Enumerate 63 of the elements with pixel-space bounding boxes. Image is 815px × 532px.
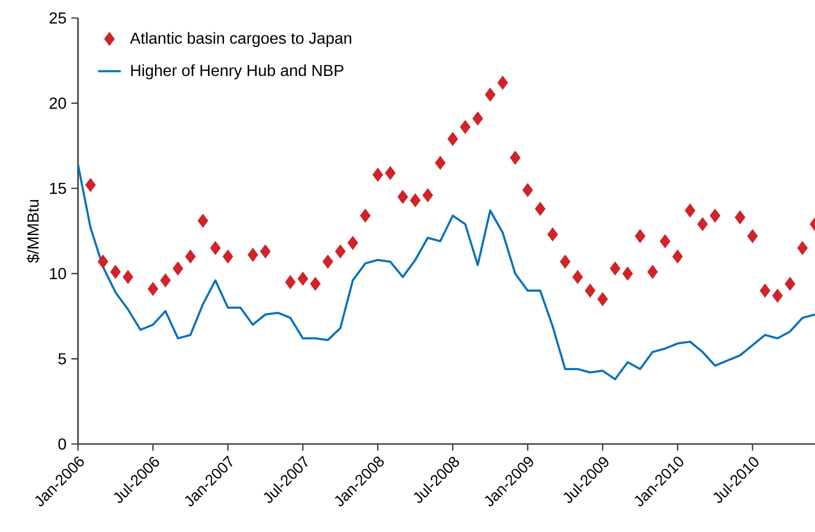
point <box>198 214 208 228</box>
point <box>298 272 308 286</box>
y-tick-label: 5 <box>58 353 66 364</box>
point <box>110 264 121 279</box>
point <box>222 250 234 264</box>
point <box>484 88 496 102</box>
point <box>360 208 371 223</box>
point <box>572 270 583 284</box>
point <box>260 244 271 258</box>
point <box>122 270 134 284</box>
point <box>560 254 570 269</box>
point <box>547 227 558 242</box>
point <box>597 292 608 306</box>
point <box>772 288 783 303</box>
y-tick-label: 10 <box>50 268 66 280</box>
point <box>185 250 196 264</box>
point <box>398 190 408 204</box>
point <box>734 210 746 224</box>
point <box>522 183 533 198</box>
point <box>747 229 758 244</box>
y-tick-label: 15 <box>50 182 66 194</box>
point <box>335 244 346 258</box>
point <box>497 76 508 90</box>
point <box>684 204 696 218</box>
point <box>434 156 446 170</box>
point <box>172 262 184 276</box>
point <box>285 275 296 290</box>
point <box>760 284 770 298</box>
point <box>210 241 221 255</box>
point <box>410 193 421 208</box>
y-axis-title: $/MMBtu <box>26 200 40 263</box>
point <box>148 282 158 296</box>
point <box>447 132 458 146</box>
point <box>98 254 108 269</box>
point <box>322 254 334 269</box>
point <box>510 150 520 165</box>
point <box>710 208 720 223</box>
point <box>784 276 796 291</box>
point <box>348 236 358 250</box>
point <box>610 262 620 276</box>
point <box>660 234 670 248</box>
y-tick-label: 20 <box>50 98 66 109</box>
point <box>672 250 683 264</box>
point <box>534 202 546 216</box>
legend-label: Atlantic basin cargoes to Japan <box>130 32 352 48</box>
point <box>248 248 258 262</box>
point <box>584 284 596 298</box>
point <box>472 112 483 126</box>
point <box>647 264 658 279</box>
point <box>622 266 633 281</box>
point <box>460 120 471 134</box>
point <box>422 188 434 202</box>
line-series <box>76 163 815 380</box>
y-tick-label: 25 <box>50 12 66 24</box>
point <box>310 276 321 291</box>
point <box>372 168 384 182</box>
y-tick-label: 0 <box>58 438 66 450</box>
point <box>160 273 171 288</box>
point <box>697 217 708 232</box>
point <box>634 229 646 244</box>
point <box>385 166 396 180</box>
point <box>85 178 96 192</box>
legend-label: Higher of Henry Hub and NBP <box>131 64 344 80</box>
